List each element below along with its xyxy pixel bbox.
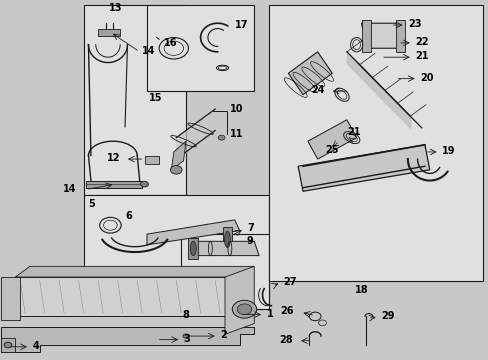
Bar [181,234,268,309]
Text: 6: 6 [125,211,131,221]
Text: 26: 26 [279,306,293,316]
Text: 15: 15 [149,93,163,103]
Text: 25: 25 [325,145,338,155]
Text: 1: 1 [266,309,273,319]
Polygon shape [0,277,20,320]
Circle shape [232,300,256,318]
Text: 22: 22 [414,37,428,47]
Polygon shape [361,23,405,48]
Text: 23: 23 [407,19,421,29]
Polygon shape [171,141,185,170]
Polygon shape [86,180,142,188]
Text: 11: 11 [229,129,243,139]
Text: 19: 19 [441,146,454,156]
Polygon shape [395,20,405,52]
Text: 18: 18 [354,285,367,294]
Text: 28: 28 [279,335,293,345]
Polygon shape [144,156,159,165]
Text: 16: 16 [163,38,177,48]
Ellipse shape [190,241,196,256]
Text: 27: 27 [283,277,296,287]
Text: 4: 4 [32,341,39,351]
Polygon shape [188,238,198,259]
Text: 3: 3 [183,334,190,344]
Text: 5: 5 [88,199,95,209]
Polygon shape [0,338,15,352]
Text: 24: 24 [311,85,325,95]
Ellipse shape [224,231,230,248]
Polygon shape [0,327,254,352]
Polygon shape [307,120,356,159]
Text: 8: 8 [182,310,189,320]
Bar [83,5,185,195]
Circle shape [237,304,251,315]
Polygon shape [222,227,232,252]
Bar [147,5,254,91]
Text: 20: 20 [419,73,433,83]
Polygon shape [98,28,120,36]
Polygon shape [224,266,254,334]
Text: 14: 14 [62,184,76,194]
Circle shape [141,181,148,187]
Polygon shape [147,220,239,245]
Circle shape [4,342,12,348]
Circle shape [218,135,224,140]
Text: 7: 7 [246,223,253,233]
Polygon shape [288,52,331,95]
Polygon shape [15,266,254,277]
Circle shape [183,334,188,338]
Bar [83,195,268,309]
Circle shape [170,166,182,174]
Text: 12: 12 [106,153,120,163]
Text: 21: 21 [346,127,360,137]
Text: 17: 17 [234,20,248,30]
Text: 29: 29 [380,311,394,321]
Text: 13: 13 [108,3,122,13]
Polygon shape [190,241,259,256]
Polygon shape [361,20,370,52]
Bar [268,5,483,281]
Polygon shape [298,145,429,191]
Text: 10: 10 [229,104,243,114]
Text: 9: 9 [246,235,253,246]
Text: 21: 21 [414,51,428,62]
Text: 2: 2 [220,330,226,340]
Text: 14: 14 [142,46,155,56]
Polygon shape [15,277,239,316]
